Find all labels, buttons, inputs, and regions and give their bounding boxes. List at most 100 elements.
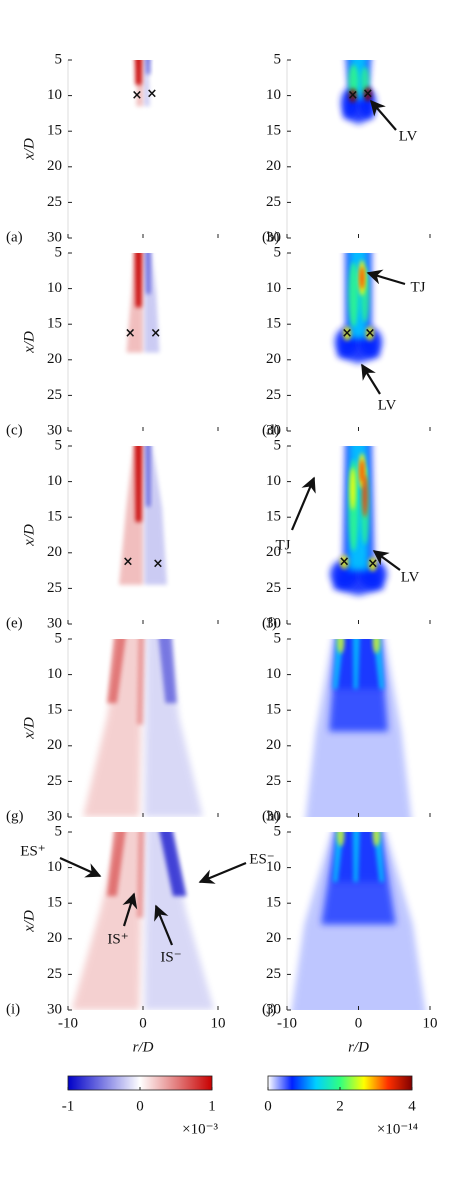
colorbar-tick-label: 4: [408, 1098, 416, 1114]
y-axis-label: x/D: [21, 138, 37, 161]
y-tick-label: 10: [47, 87, 62, 103]
y-tick-label: 10: [266, 473, 281, 489]
y-tick-label: 30: [47, 1001, 62, 1017]
y-tick-label: 20: [47, 351, 62, 367]
annotation-arrow: [290, 476, 316, 531]
field-shape: [137, 832, 145, 918]
annotation-arrow: [154, 904, 174, 946]
x-axis-label: r/D: [348, 1039, 369, 1055]
annotation: IS⁻: [160, 949, 181, 965]
field-blob: [349, 467, 356, 511]
y-tick-label: 5: [55, 244, 63, 260]
field: [305, 639, 412, 817]
field-shape: [158, 639, 177, 704]
colorbar-tick-label: 0: [136, 1098, 144, 1114]
y-tick-label: 20: [266, 737, 281, 753]
field-shape: [107, 832, 126, 897]
field-shape: [352, 832, 360, 882]
y-tick-label: 10: [266, 87, 281, 103]
field-blob: [337, 832, 345, 847]
field: [134, 60, 151, 107]
cross-marker: ×: [125, 326, 136, 341]
field: [83, 639, 203, 817]
y-axis-label: x/D: [21, 717, 37, 740]
panel-label: (j): [262, 1001, 276, 1017]
panel: × × 5 10 15 20 25 30(b) LV: [262, 51, 431, 245]
field-shape: [144, 832, 215, 1010]
y-tick-label: 5: [274, 51, 282, 67]
panel-label: (g): [6, 808, 24, 824]
field-shape: [145, 60, 151, 75]
annotation-arrow: [366, 269, 406, 286]
y-tick-label: 20: [266, 544, 281, 560]
colorbar: -1 0 1 ×10⁻³: [62, 1075, 219, 1137]
y-tick-label: 10: [47, 280, 62, 296]
y-tick-label: 25: [47, 773, 62, 789]
field-blob: [348, 262, 359, 328]
x-tick-label: 10: [211, 1015, 226, 1031]
panel: × × 5 10 15 20 25 30(d) TJ LV: [262, 244, 431, 438]
panel: × × 5 10 15 20 25 30(f) TJ LV: [262, 437, 431, 631]
annotation-arrow: [122, 892, 138, 927]
field-shape: [134, 446, 143, 522]
annotation: LV: [378, 397, 397, 413]
y-tick-label: 15: [47, 509, 62, 525]
annotation: ES⁺: [20, 843, 45, 859]
panel-label: (c): [6, 422, 23, 438]
panel: × × 5 10 15 20 25 30 x/D (e): [6, 437, 219, 631]
panel-label: (h): [262, 808, 280, 824]
field-blob: [362, 474, 368, 518]
field-shape: [83, 639, 143, 817]
y-tick-label: 10: [266, 859, 281, 875]
y-tick-label: 30: [266, 808, 281, 824]
annotation-arrow: [198, 861, 247, 884]
panel-label: (b): [262, 229, 280, 245]
panel-label: (a): [6, 229, 23, 245]
y-tick-label: 20: [47, 737, 62, 753]
y-tick-label: 5: [274, 437, 282, 453]
field-blob: [342, 326, 352, 341]
colorbar-tick-label: 1: [208, 1098, 216, 1114]
panel: × × 5 10 15 20 25 30 x/D (c): [6, 244, 219, 438]
panel: 5 10 15 20 25 30-10 0 10 r/D (j): [262, 823, 438, 1055]
field-blob: [339, 554, 349, 570]
field-shape: [145, 253, 151, 294]
field: [291, 832, 426, 1010]
cross-marker: ×: [150, 326, 161, 341]
cross-marker: ×: [347, 88, 358, 103]
y-tick-label: 25: [47, 580, 62, 596]
annotation: LV: [401, 569, 420, 585]
field: [330, 446, 387, 596]
x-tick-label: 0: [139, 1015, 147, 1031]
y-tick-label: 10: [47, 473, 62, 489]
y-tick-label: 25: [266, 387, 281, 403]
panel: 5 10 15 20 25 30-10 0 10 x/D r/D (i) ES⁺ ES⁻ IS⁺ IS⁻: [6, 823, 275, 1055]
field: [71, 832, 215, 1010]
cross-marker: ×: [367, 557, 378, 572]
field-blob: [348, 64, 359, 98]
field-shape: [107, 639, 126, 704]
y-tick-label: 20: [266, 158, 281, 174]
y-tick-label: 30: [47, 422, 62, 438]
y-tick-label: 30: [266, 229, 281, 245]
field-blob: [372, 639, 380, 654]
y-tick-label: 25: [266, 773, 281, 789]
field-blob: [363, 87, 373, 102]
annotation: IS⁺: [107, 931, 128, 947]
field: [341, 60, 376, 125]
x-tick-label: 0: [355, 1015, 363, 1031]
y-tick-label: 5: [274, 630, 282, 646]
panel-label: (e): [6, 615, 23, 631]
annotation-arrow: [372, 550, 401, 571]
cross-marker: ×: [153, 557, 164, 572]
y-tick-label: 15: [266, 702, 281, 718]
y-tick-label: 20: [266, 351, 281, 367]
colorbar-tick-label: 2: [336, 1098, 344, 1114]
cross-marker: ×: [342, 326, 353, 341]
colorbar-multiplier: ×10⁻³: [182, 1121, 218, 1137]
y-tick-label: 15: [47, 316, 62, 332]
y-tick-label: 25: [266, 966, 281, 982]
y-tick-label: 5: [55, 437, 63, 453]
field-shape: [144, 639, 203, 817]
